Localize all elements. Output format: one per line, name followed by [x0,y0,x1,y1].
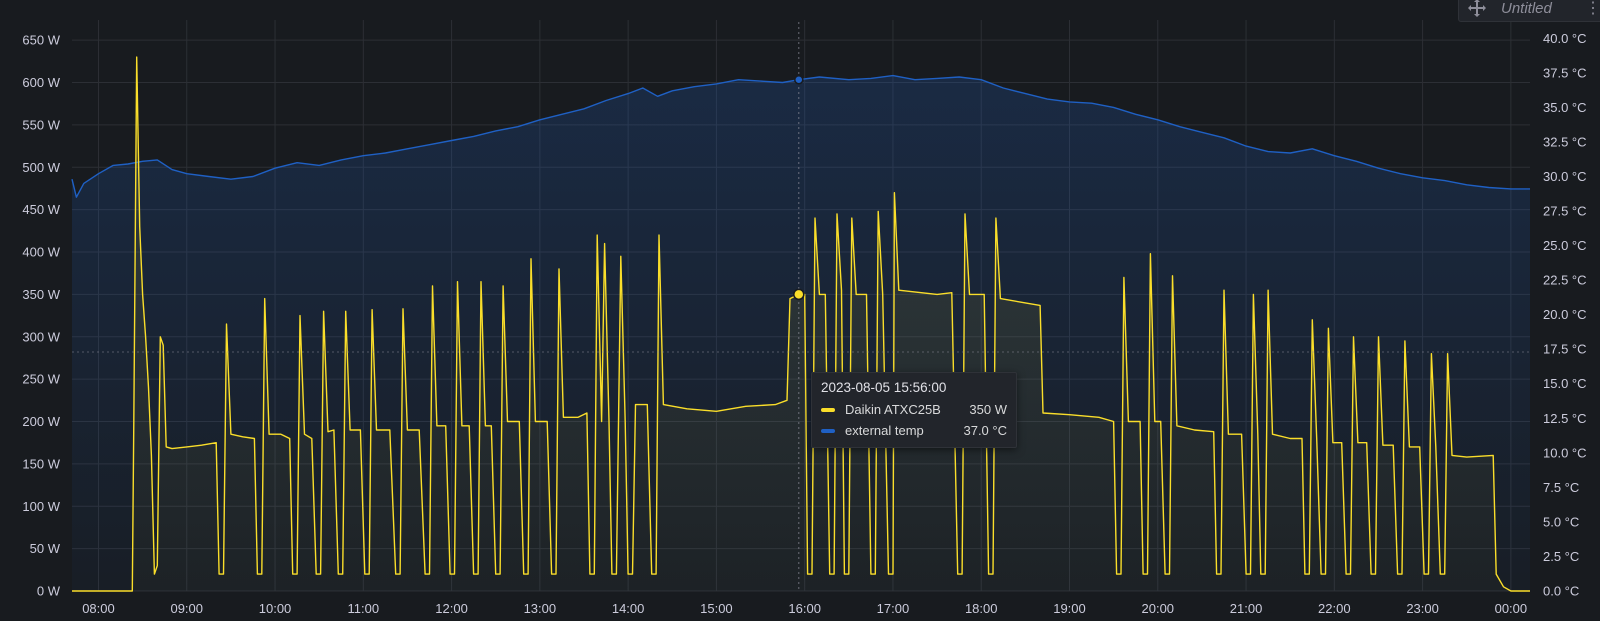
y-left-tick-label: 300 W [22,329,60,344]
y-right-tick-label: 5.0 °C [1543,514,1579,529]
x-tick-label: 23:00 [1406,601,1439,616]
x-tick-label: 16:00 [788,601,821,616]
x-axis: 08:00 09:00 10:00 11:00 12:00 13:00 14:00 15:00… [82,601,1527,616]
y-right-tick-label: 17.5 °C [1543,342,1587,357]
y-right-tick-label: 7.5 °C [1543,480,1579,495]
tooltip-series-name: external temp [845,423,924,438]
y-left-tick-label: 150 W [22,456,60,471]
x-tick-label: 11:00 [348,601,380,616]
y-right-tick-label: 15.0 °C [1543,376,1587,391]
tooltip-series-name: Daikin ATXC25B [845,402,941,417]
series-areas [72,57,1530,592]
series-color-swatch [821,407,835,412]
tooltip-time: 2023-08-05 15:56:00 [821,380,947,395]
y-right-tick-label: 32.5 °C [1543,134,1587,149]
panel-title[interactable]: Untitled [1501,0,1552,17]
tooltip-row: Daikin ATXC25B 350 W [821,399,1007,420]
x-tick-label: 18:00 [965,601,998,616]
y-right-tick-label: 20.0 °C [1543,307,1587,322]
y-left-tick-label: 200 W [22,414,60,429]
move-arrows-icon[interactable] [1467,0,1487,18]
y-left-tick-label: 100 W [22,499,60,514]
series-area-0 [72,57,1530,592]
y-left-tick-label: 500 W [22,160,60,175]
x-tick-label: 12:00 [435,601,468,616]
hover-tooltip: 2023-08-05 15:56:00 Daikin ATXC25B 350 W… [811,372,1017,448]
kebab-menu-icon[interactable]: ⋮ [1585,0,1600,17]
y-left-tick-label: 350 W [22,287,60,302]
x-tick-label: 19:00 [1053,601,1086,616]
y-right-tick-label: 25.0 °C [1543,238,1587,253]
x-tick-label: 20:00 [1142,601,1175,616]
series-line-temperature [71,74,1530,198]
y-left-tick-label: 600 W [22,75,60,90]
y-axis-right: 0.0 °C 2.5 °C 5.0 °C 7.5 °C 10.0 °C 12.5 °C 15… [1543,31,1587,599]
tooltip-series-value: 350 W [969,402,1007,417]
x-tick-label: 09:00 [170,601,203,616]
x-tick-label: 08:00 [82,601,115,616]
x-tick-label: 17:00 [877,601,910,616]
x-tick-label: 14:00 [612,601,645,616]
y-left-tick-label: 250 W [22,372,60,387]
y-right-tick-label: 35.0 °C [1543,100,1587,115]
y-right-tick-label: 10.0 °C [1543,445,1587,460]
tooltip-series-value: 37.0 °C [963,423,1007,438]
y-right-tick-label: 0.0 °C [1543,584,1579,599]
hover-point-temperature [794,74,804,85]
series-color-swatch [821,428,835,433]
y-left-tick-label: 550 W [22,117,60,132]
hover-point-power [793,288,805,301]
y-right-tick-label: 2.5 °C [1543,549,1579,564]
y-right-tick-label: 22.5 °C [1543,273,1587,288]
x-tick-label: 15:00 [700,601,733,616]
y-right-tick-label: 37.5 °C [1543,65,1587,80]
x-tick-label: 22:00 [1318,601,1351,616]
x-tick-label: 13:00 [524,601,557,616]
y-axis-left: 0 W 50 W 100 W 150 W 200 W 250 W 300 W 350 W 400… [22,33,60,599]
y-left-tick-label: 450 W [22,202,60,217]
y-left-tick-label: 50 W [30,541,61,556]
y-right-tick-label: 12.5 °C [1543,411,1587,426]
x-tick-label: 00:00 [1495,601,1528,616]
y-right-tick-label: 30.0 °C [1543,169,1587,184]
y-right-tick-label: 27.5 °C [1543,204,1587,219]
y-left-tick-label: 0 W [37,584,61,599]
y-left-tick-label: 400 W [22,245,60,260]
y-right-tick-label: 40.0 °C [1543,31,1587,46]
hover-cursor [72,22,1530,591]
tooltip-row: external temp 37.0 °C [821,420,1007,441]
x-tick-label: 21:00 [1230,601,1263,616]
panel-header[interactable]: Untitled ⋮ [1458,0,1600,22]
x-tick-label: 10:00 [259,601,292,616]
y-left-tick-label: 650 W [22,33,60,48]
